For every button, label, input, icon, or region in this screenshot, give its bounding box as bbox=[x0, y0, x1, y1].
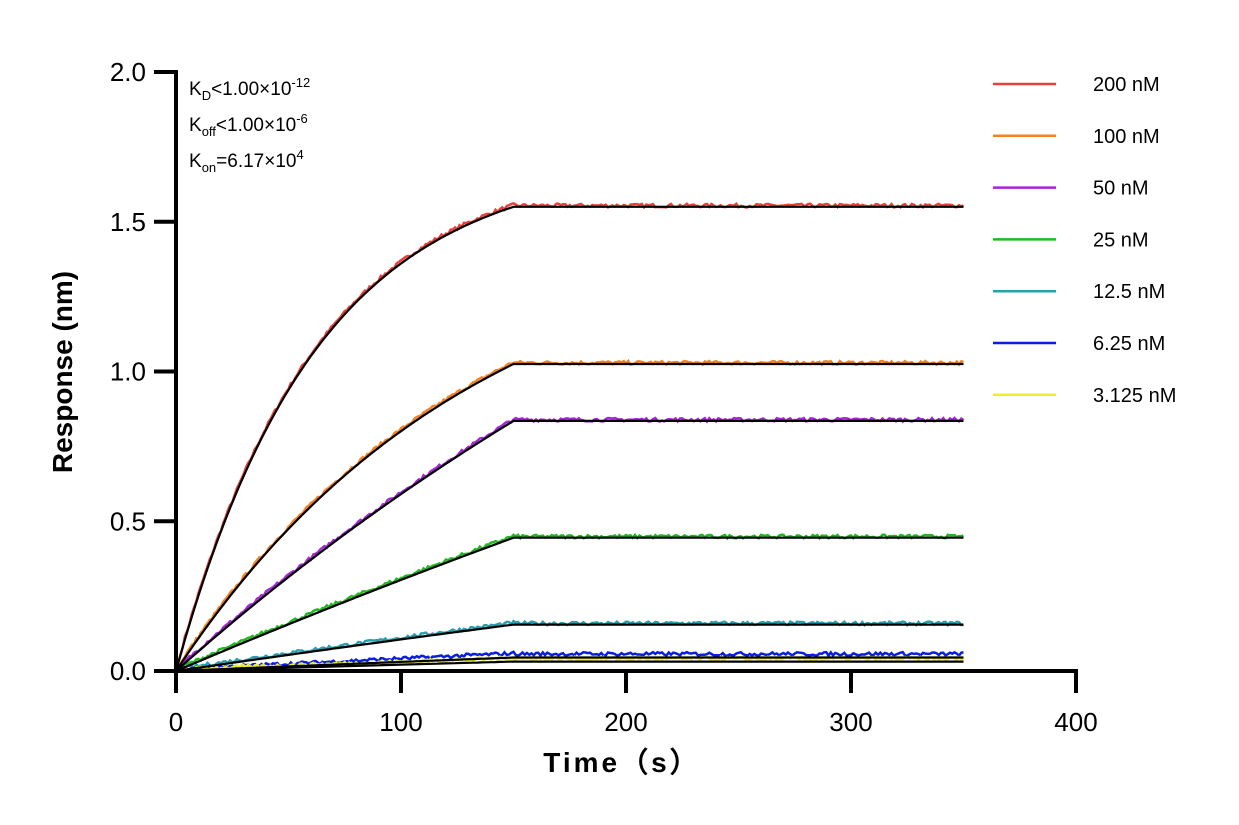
legend-label: 6.25 nM bbox=[1093, 333, 1165, 355]
y-tick-label: 1.5 bbox=[110, 207, 146, 237]
x-tick-label: 400 bbox=[1054, 707, 1097, 737]
axes bbox=[174, 70, 1078, 673]
koff-annotation: Koff<1.00×10-6 bbox=[189, 111, 308, 139]
y-axis-title: Response (nm) bbox=[47, 271, 78, 473]
y-tick-label: 1.0 bbox=[110, 357, 146, 387]
x-tick-label: 100 bbox=[379, 707, 422, 737]
kd-annotation: KD<1.00×10-12 bbox=[189, 75, 310, 103]
plot-area bbox=[174, 201, 965, 673]
data-line-12.5-nm bbox=[175, 619, 964, 673]
data-line-25-nm bbox=[175, 532, 964, 673]
legend-label: 12.5 nM bbox=[1093, 281, 1165, 303]
kon-annotation: Kon=6.17×104 bbox=[189, 147, 304, 175]
y-tick-label: 2.0 bbox=[110, 57, 146, 87]
legend-label: 25 nM bbox=[1093, 229, 1149, 251]
x-tick-label: 200 bbox=[604, 707, 647, 737]
fit-line-6.25-nm bbox=[175, 656, 964, 673]
x-tick-label: 300 bbox=[829, 707, 872, 737]
fit-line-100-nm bbox=[175, 362, 964, 672]
data-line-6.25-nm bbox=[175, 650, 964, 673]
legend-label: 3.125 nM bbox=[1093, 385, 1176, 407]
fit-line-50-nm bbox=[175, 419, 964, 672]
y-tick-label: 0.0 bbox=[110, 656, 146, 686]
data-line-200-nm bbox=[174, 201, 965, 672]
legend-label: 200 nM bbox=[1093, 74, 1160, 96]
data-line-3.125-nm bbox=[175, 654, 965, 673]
x-tick-label: 0 bbox=[169, 707, 183, 737]
legend-label: 50 nM bbox=[1093, 178, 1149, 200]
x-axis-title: Time（s） bbox=[543, 746, 700, 778]
fit-line-12.5-nm bbox=[175, 623, 964, 673]
kinetic-annotation: KD<1.00×10-12 Koff<1.00×10-6 Kon=6.17×10… bbox=[189, 75, 310, 175]
fit-line-25-nm bbox=[175, 536, 964, 673]
fit-line-200-nm bbox=[174, 205, 964, 672]
fit-line-3.125-nm bbox=[175, 660, 964, 673]
y-tick-label: 0.5 bbox=[110, 506, 146, 536]
legend-label: 100 nM bbox=[1093, 126, 1160, 148]
legend: 200 nM 100 nM 50 nM 25 nM 12.5 nM 6.25 nM 3.12… bbox=[993, 74, 1176, 407]
data-line-50-nm bbox=[175, 416, 965, 672]
